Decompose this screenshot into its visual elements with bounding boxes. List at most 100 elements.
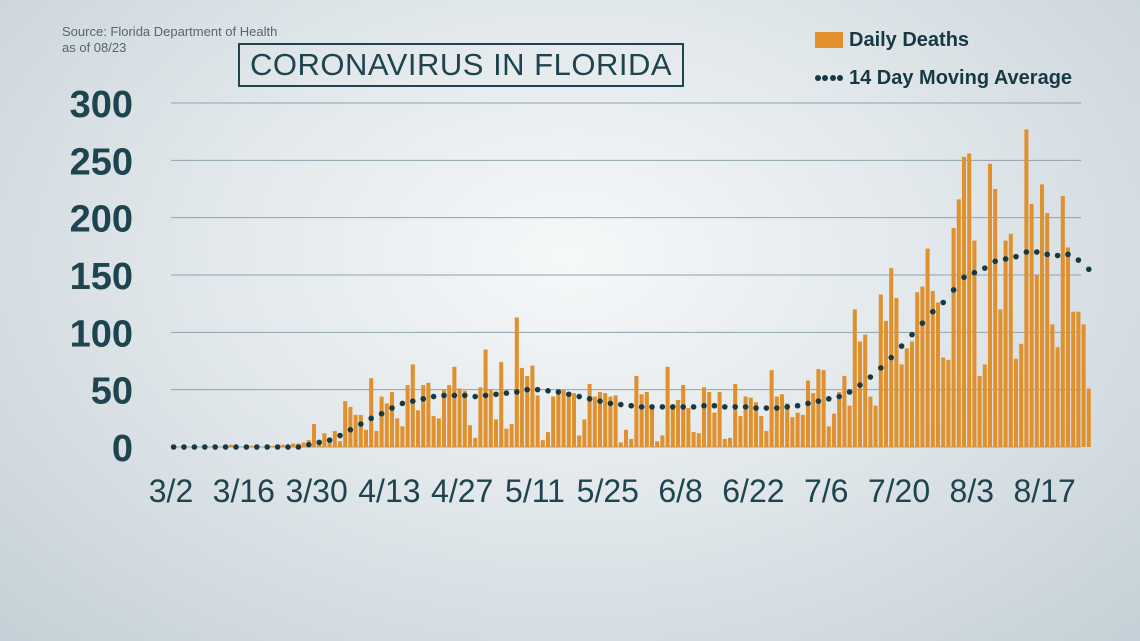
moving-average-point xyxy=(982,265,988,271)
bar xyxy=(608,396,613,447)
bar xyxy=(1060,195,1065,447)
bar xyxy=(946,359,951,447)
moving-average-point xyxy=(1065,251,1071,258)
bar xyxy=(857,341,863,447)
moving-average-point xyxy=(857,382,863,388)
moving-average-point xyxy=(690,404,697,410)
moving-average-point xyxy=(410,398,416,404)
bar xyxy=(883,320,889,447)
moving-average-point xyxy=(618,401,624,408)
moving-average-point xyxy=(930,308,936,315)
bar xyxy=(1024,129,1029,447)
moving-average-point xyxy=(555,389,562,395)
moving-average-point xyxy=(846,389,853,395)
moving-average-point xyxy=(295,444,302,450)
bar xyxy=(1081,324,1086,447)
bar xyxy=(759,416,764,447)
bar xyxy=(556,393,561,447)
bar xyxy=(1029,203,1034,447)
moving-average-point xyxy=(368,415,375,422)
moving-average-point xyxy=(274,444,281,450)
bar xyxy=(852,309,857,447)
bar xyxy=(478,387,483,447)
bar xyxy=(436,418,441,447)
bar xyxy=(540,440,545,447)
y-tick-label: 0 xyxy=(112,428,133,470)
moving-average-point xyxy=(649,404,655,410)
bar xyxy=(1045,213,1050,447)
moving-average-point xyxy=(566,391,572,398)
bar xyxy=(837,391,842,447)
x-tick-label: 8/3 xyxy=(950,473,994,509)
bar xyxy=(483,349,488,447)
moving-average-point xyxy=(1044,251,1050,258)
bar xyxy=(894,297,899,447)
bar xyxy=(967,153,972,447)
bar xyxy=(623,429,629,447)
moving-average-point xyxy=(826,396,832,402)
moving-average-point xyxy=(253,444,260,450)
legend-bar-swatch xyxy=(815,32,843,48)
bar xyxy=(982,364,987,447)
chart-title: CORONAVIRUS IN FLORIDA xyxy=(238,43,684,87)
bar xyxy=(369,378,374,447)
bar xyxy=(878,294,883,447)
moving-average-point xyxy=(378,410,385,417)
bar xyxy=(811,393,816,447)
moving-average-point xyxy=(1023,249,1030,255)
bar xyxy=(1050,324,1055,447)
moving-average-point xyxy=(867,374,874,380)
moving-average-point xyxy=(326,437,333,443)
x-tick-label: 4/13 xyxy=(358,473,420,509)
bar xyxy=(348,406,353,447)
bar xyxy=(452,366,457,447)
moving-average-point xyxy=(753,405,759,411)
moving-average-point xyxy=(264,444,271,450)
bar xyxy=(571,393,577,447)
bar xyxy=(317,443,322,447)
y-tick-label: 100 xyxy=(70,313,133,355)
bar xyxy=(748,397,753,447)
bar xyxy=(1019,343,1024,447)
moving-average-point xyxy=(670,404,676,410)
moving-average-point xyxy=(430,393,437,400)
moving-average-point xyxy=(659,404,666,410)
x-tick-label: 3/30 xyxy=(285,473,347,509)
legend-item-moving-average: 14 Day Moving Average xyxy=(815,66,1072,90)
bar xyxy=(639,394,644,447)
bar xyxy=(1008,233,1013,447)
bar xyxy=(493,419,499,447)
moving-average-point xyxy=(628,402,634,409)
bar xyxy=(790,417,795,447)
x-tick-label: 6/8 xyxy=(658,473,702,509)
x-tick-label: 4/27 xyxy=(431,473,493,509)
bar xyxy=(701,387,707,447)
moving-average-point xyxy=(441,392,447,399)
bar xyxy=(441,389,447,447)
bar xyxy=(1055,347,1060,447)
moving-average-point xyxy=(243,444,250,450)
moving-average-point xyxy=(1034,249,1040,255)
bar xyxy=(592,396,597,447)
moving-average-point xyxy=(919,320,926,326)
moving-average-point xyxy=(898,343,905,349)
moving-average-point xyxy=(1054,252,1061,259)
bar xyxy=(707,391,712,447)
bar xyxy=(374,430,379,447)
bar xyxy=(826,426,831,447)
y-tick-label: 200 xyxy=(70,199,133,241)
moving-average-point xyxy=(493,391,499,398)
bar xyxy=(566,395,571,447)
bar xyxy=(535,395,540,447)
bar xyxy=(618,442,623,447)
bar xyxy=(868,396,873,447)
legend-label-moving-average: 14 Day Moving Average xyxy=(849,66,1073,89)
bar xyxy=(1071,311,1076,447)
bar xyxy=(514,317,519,447)
moving-average-point xyxy=(482,392,489,399)
y-tick-label: 300 xyxy=(70,84,133,126)
bar xyxy=(904,348,909,447)
bar xyxy=(779,394,785,447)
moving-average-point xyxy=(638,404,645,410)
